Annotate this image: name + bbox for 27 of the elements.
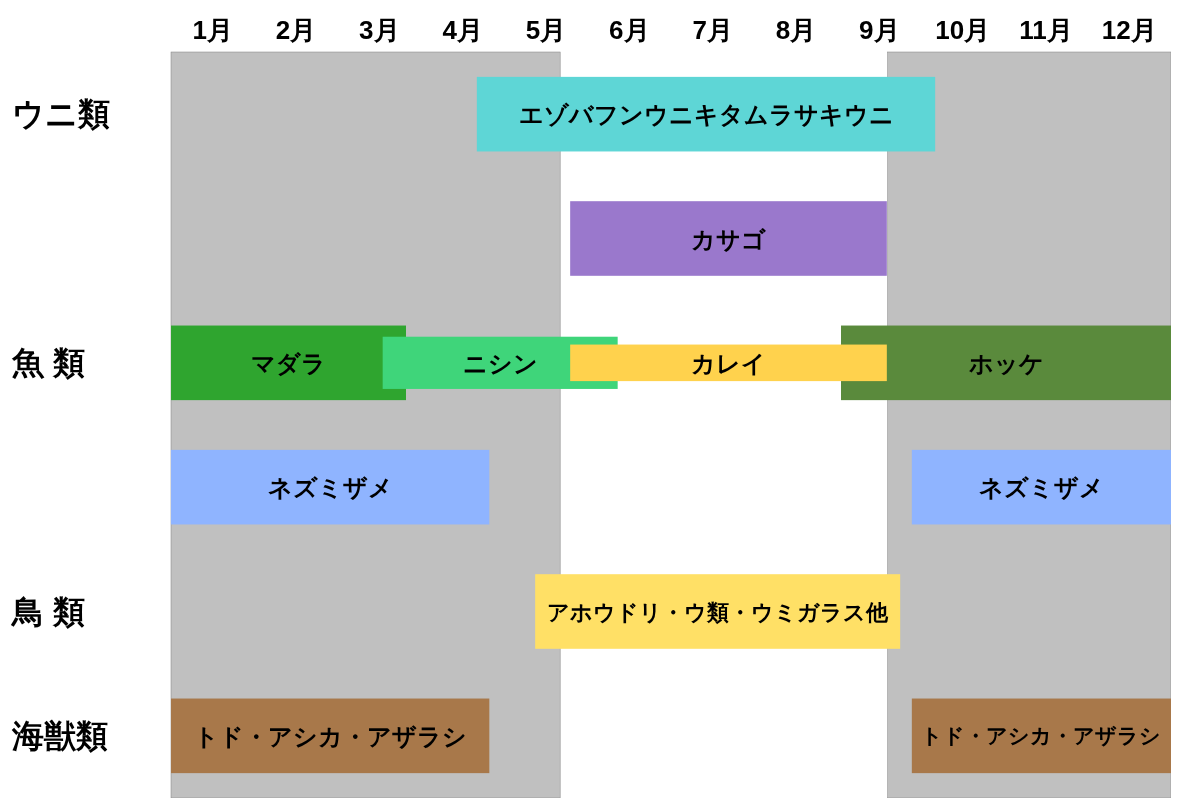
x-tick-label: 8月 [775, 15, 817, 45]
x-tick-label: 2月 [275, 15, 317, 45]
x-tick-label: 4月 [442, 15, 483, 45]
series-label: トド・アシカ・アザラシ [193, 722, 467, 750]
y-tick-label: 魚 類 [11, 344, 85, 381]
x-tick-label: 10月 [935, 15, 991, 45]
y-tick-label: 海獣類 [11, 717, 108, 754]
x-tick-label: 5月 [525, 15, 567, 45]
series-label: ネズミザメ [978, 473, 1104, 501]
series-label: アホウドリ・ウ類・ウミガラス他 [547, 599, 890, 624]
y-tick-label: 鳥 類 [10, 593, 85, 630]
x-tick-label: 6月 [609, 15, 650, 45]
x-tick-label: 12月 [1101, 15, 1157, 45]
y-tick-label: ウニ類 [12, 96, 110, 133]
x-tick-label: 11月 [1019, 15, 1073, 45]
series-label: ネズミザメ [267, 473, 393, 501]
series-label: ニシン [462, 349, 538, 377]
x-tick-label: 7月 [692, 15, 733, 45]
series-label: マダラ [251, 349, 326, 377]
series-label: カサゴ [691, 225, 766, 252]
series-label: ホッケ [967, 349, 1044, 377]
series-label: エゾバフンウニキタムラサキウニ [518, 100, 894, 128]
x-tick-label: 3月 [359, 15, 400, 45]
series-label: トド・アシカ・アザラシ [921, 723, 1162, 748]
x-tick-label: 1月 [192, 15, 233, 45]
series-label: カレイ [691, 349, 766, 377]
x-tick-label: 9月 [859, 15, 900, 45]
